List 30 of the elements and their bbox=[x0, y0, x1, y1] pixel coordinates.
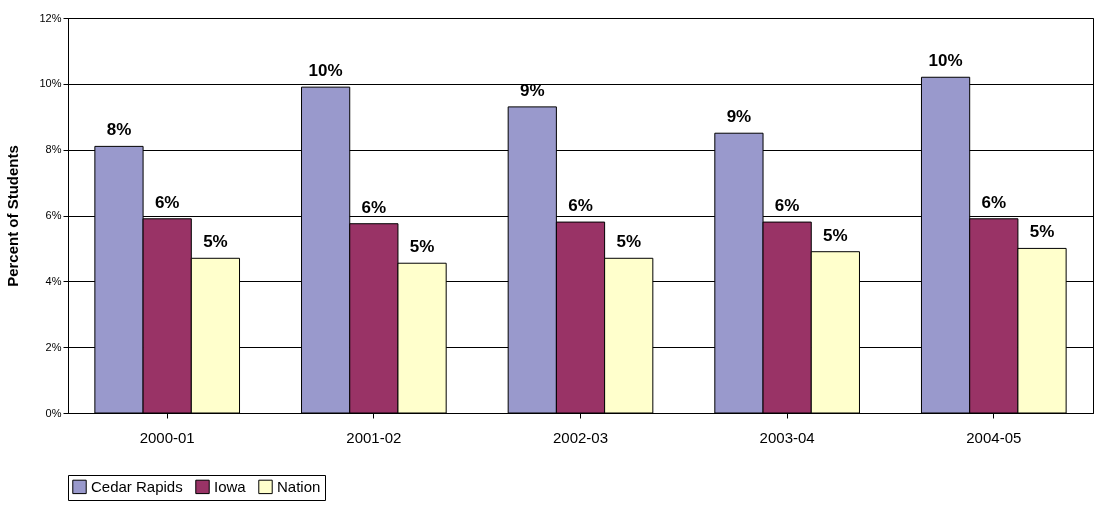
data-label: 10% bbox=[928, 51, 963, 71]
data-label: 5% bbox=[1029, 222, 1055, 242]
legend-label: Iowa bbox=[214, 477, 247, 495]
data-label: 8% bbox=[106, 120, 132, 140]
data-label: 5% bbox=[616, 232, 642, 252]
x-tick-label: 2002-03 bbox=[552, 428, 609, 446]
y-tick-label: 8% bbox=[45, 143, 62, 156]
y-tick-label: 10% bbox=[39, 77, 62, 90]
y-tick-label: 12% bbox=[39, 11, 62, 24]
data-label: 5% bbox=[203, 232, 228, 252]
legend-label: Nation bbox=[277, 477, 321, 495]
data-label: 6% bbox=[774, 196, 800, 216]
x-tick-label: 2001-02 bbox=[346, 428, 402, 446]
data-label: 9% bbox=[726, 107, 752, 127]
x-tick-label: 2003-04 bbox=[759, 428, 815, 446]
data-label: 6% bbox=[568, 196, 593, 216]
data-label: 10% bbox=[308, 61, 343, 81]
data-label: 6% bbox=[154, 192, 180, 212]
y-axis-title: Percent of Students bbox=[4, 145, 22, 287]
y-tick-label: 0% bbox=[45, 406, 62, 419]
data-label: 5% bbox=[409, 237, 435, 257]
x-tick-label: 2004-05 bbox=[966, 428, 1022, 446]
y-tick-label: 2% bbox=[45, 340, 62, 353]
data-label: 6% bbox=[361, 197, 387, 217]
x-tick-label: 2000-01 bbox=[139, 428, 195, 446]
y-tick-label: 6% bbox=[45, 209, 62, 221]
legend-label: Cedar Rapids bbox=[91, 477, 183, 495]
data-label: 5% bbox=[823, 225, 848, 245]
data-label: 6% bbox=[981, 192, 1007, 212]
y-tick-label: 4% bbox=[45, 274, 62, 287]
